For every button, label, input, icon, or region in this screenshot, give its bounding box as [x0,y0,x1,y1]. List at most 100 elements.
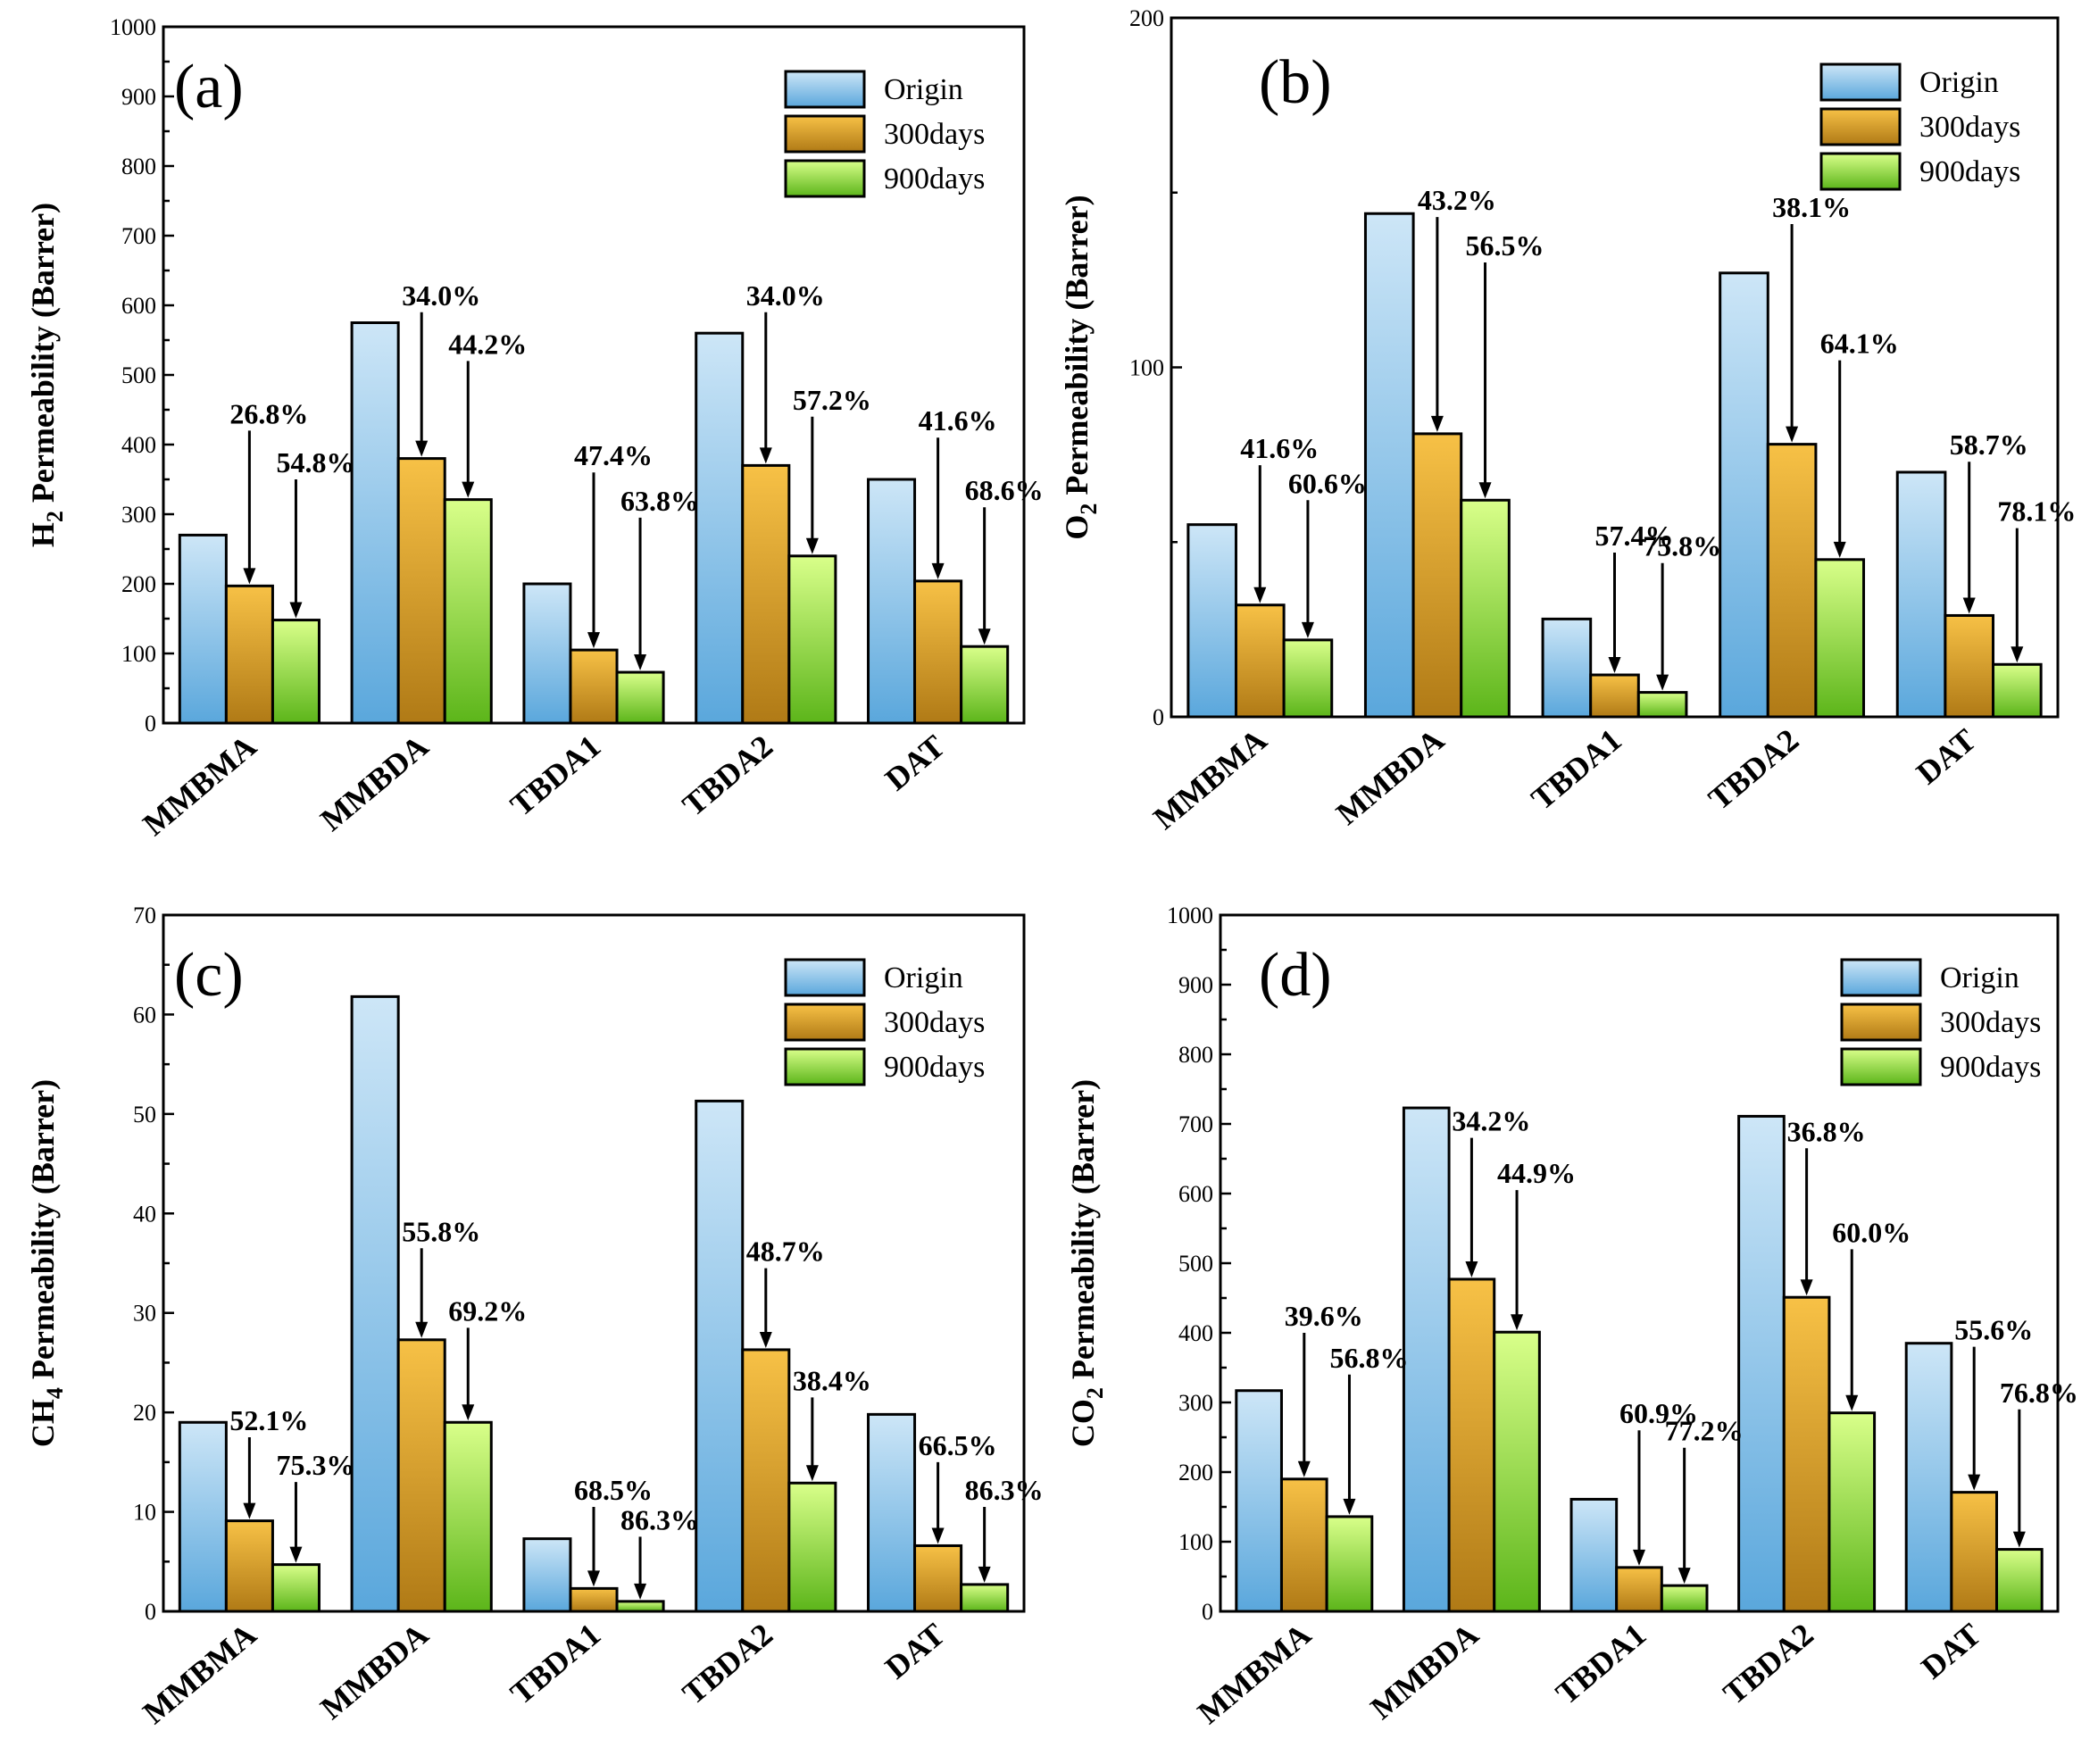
bar-300days-dat [913,1544,963,1613]
y-tick-label: 900 [121,84,156,110]
annotation-arrow-head [289,602,303,619]
annotation-arrow-head [1633,1549,1645,1566]
annotation-arrow-head [978,1566,991,1583]
annotation-arrow-head [2012,1531,2026,1548]
annotation-percent: 36.8% [1787,1115,1866,1147]
annotation-percent: 57.4% [1595,520,1674,552]
x-category-label: TBDA2 [1702,721,1805,817]
legend-swatch-900days [1819,152,1902,191]
bar-900days-tbda1 [1660,1584,1709,1613]
bar-300days-tbda2 [1782,1295,1831,1613]
annotation-arrow-head [1786,426,1799,443]
bar-900days-mmbma [271,619,321,725]
annotation-percent: 63.8% [620,485,699,517]
y-tick-label: 0 [1153,704,1164,730]
y-axis-label: CH4 Permeability (Barrer) [25,1079,68,1447]
y-tick-label: 400 [1178,1320,1213,1346]
annotation-arrow-head [1845,1394,1859,1411]
annotation-arrow-head [1962,597,1976,614]
annotation-arrow-head [931,1527,945,1544]
annotation-percent: 86.3% [965,1474,1044,1506]
annotation-arrow-head [415,440,429,457]
annotation-percent: 39.6% [1285,1300,1363,1332]
bar-300days-mmbda [396,1338,446,1613]
y-tick-label: 0 [145,711,156,736]
panel-label: (b) [1259,48,1332,117]
bar-origin-dat [1904,1342,1953,1613]
bar-origin-tbda1 [522,582,572,725]
annotation-arrow-head [1301,621,1314,638]
y-tick-label: 800 [121,154,156,179]
bar-origin-tbda2 [695,1099,745,1613]
bar-origin-dat [1895,470,1947,719]
legend-label-origin: Origin [1919,66,1999,99]
y-tick-label: 600 [121,293,156,319]
annotation-percent: 75.8% [1643,530,1721,562]
annotation-percent: 64.1% [1820,328,1899,360]
legend-label-300days: 300days [1940,1006,2041,1039]
annotation-percent: 75.3% [276,1449,354,1481]
y-tick-label: 1000 [110,14,156,40]
annotation-arrow-head [1343,1498,1356,1515]
legend-swatch-900days [784,1047,866,1086]
bar-300days-tbda1 [569,1586,619,1613]
annotation-arrow-head [759,447,772,464]
legend-label-900days: 900days [884,1051,985,1084]
bar-300days-mmbma [224,1519,274,1613]
annotation-percent: 60.6% [1288,467,1367,499]
y-tick-label: 100 [1178,1529,1213,1555]
y-tick-label: 200 [1178,1460,1213,1485]
annotation-arrow-head [587,632,600,649]
legend-swatch-origin [784,958,866,997]
bar-900days-dat [1995,1548,2044,1613]
annotation-percent: 34.2% [1452,1105,1530,1137]
y-tick-label: 60 [133,1002,156,1028]
bar-300days-tbda1 [1615,1566,1663,1613]
bar-900days-dat [960,1583,1010,1613]
y-axis-label: O2 Permeability (Barrer) [1059,195,1102,539]
bar-300days-mmbma [1279,1477,1328,1613]
y-axis-label: H2 Permeability (Barrer) [25,203,68,547]
bar-origin-mmbma [1235,1389,1283,1613]
panel-label: (c) [174,941,244,1010]
annotation-arrow-head [978,628,991,645]
annotation-percent: 57.2% [793,384,871,416]
annotation-percent: 60.0% [1832,1216,1911,1248]
annotation-arrow-head [587,1570,600,1587]
bar-900days-mmbma [1325,1515,1374,1613]
bar-900days-mmbma [1282,638,1334,719]
legend-label-900days: 900days [1940,1051,2041,1084]
x-category-label: MMBMA [1191,1616,1318,1730]
y-tick-label: 300 [1178,1390,1213,1416]
annotation-percent: 68.5% [574,1474,653,1506]
bar-300days-dat [913,579,963,725]
y-tick-label: 30 [133,1301,156,1327]
bar-900days-dat [960,645,1010,725]
y-tick-label: 200 [1129,5,1164,31]
panel-c: 0 10 20 30 40 50 60 70 MMBMA MMBDA TBDA1 TBDA2 DAT CH… [25,903,1044,1731]
annotation-percent: 69.2% [448,1294,527,1327]
legend-label-300days: 300days [884,1006,985,1039]
annotation-percent: 34.0% [746,279,825,312]
bar-origin-mmbda [350,321,400,725]
annotation-arrow-head [462,1404,475,1421]
annotation-percent: 41.6% [1240,432,1319,464]
annotation-arrow-head [1678,1568,1691,1585]
annotation-arrow-head [805,537,819,554]
annotation-percent: 38.1% [1772,191,1851,223]
bar-900days-tbda2 [787,554,837,725]
bar-origin-dat [867,1412,917,1613]
y-axis-label: CO2 Permeability (Barrer) [1065,1079,1108,1447]
bar-900days-tbda1 [1636,691,1688,719]
y-tick-label: 100 [121,641,156,667]
annotation-percent: 78.1% [1997,495,2076,528]
x-category-label: TBDA1 [504,728,607,823]
bar-900days-mmbda [443,498,493,725]
bar-900days-tbda1 [615,1600,665,1613]
x-category-label: MMBDA [313,1616,435,1726]
bar-origin-dat [867,478,917,725]
legend-swatch-origin [1840,958,1922,997]
annotation-percent: 47.4% [574,439,653,471]
x-category-label: TBDA1 [1525,721,1628,817]
